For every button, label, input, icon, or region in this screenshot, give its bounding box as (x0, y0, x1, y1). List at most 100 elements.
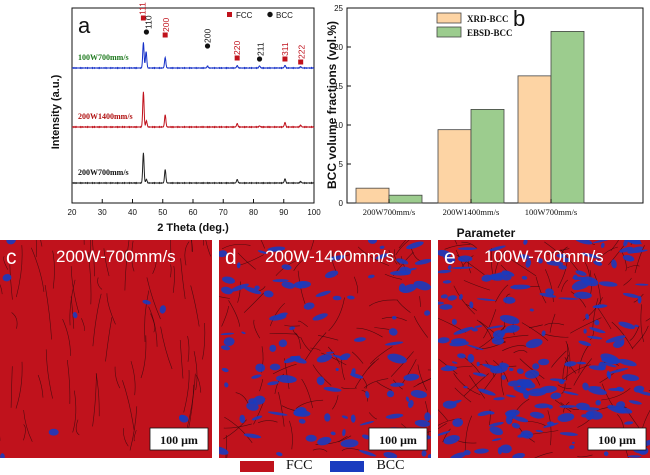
bcc-region (557, 413, 575, 422)
bcc-region (283, 355, 301, 364)
bcc-region (303, 302, 315, 310)
phase-legend: FCC BCC (240, 458, 404, 474)
grain-boundary (106, 293, 116, 325)
bcc-region (491, 438, 502, 442)
bcc-region (410, 390, 428, 399)
bcc-region (353, 337, 366, 342)
bcc-region (219, 250, 228, 258)
grain-boundary (130, 361, 136, 396)
grain-boundary (140, 335, 147, 379)
bcc-region (452, 418, 464, 427)
bcc-region (472, 372, 487, 377)
bcc-region (488, 421, 504, 427)
map-title: 200W-1400mm/s (265, 247, 394, 266)
map-title: 100W-700mm/s (484, 247, 604, 266)
bcc-region (254, 285, 260, 290)
bcc-region (508, 367, 514, 372)
bcc-region (625, 240, 641, 245)
bcc-region (179, 414, 189, 423)
bcc-region (547, 404, 553, 409)
grain-boundary (69, 279, 76, 326)
bcc-region (396, 258, 409, 265)
xrd-xtick-label: 30 (98, 208, 107, 217)
bcc-region (275, 312, 288, 318)
grain-boundary (427, 369, 431, 371)
bcc-peak-marker (204, 43, 211, 49)
scale-bar-box (368, 427, 428, 451)
grain-boundary (469, 375, 486, 399)
panel-letter-d: d (225, 246, 237, 269)
bcc-region (223, 337, 235, 347)
bcc-region (0, 453, 5, 458)
bcc-region (559, 432, 578, 436)
grain-boundary (562, 354, 570, 380)
grain-boundary (321, 352, 347, 366)
grain-boundary (203, 240, 204, 246)
bcc-region (438, 430, 451, 436)
grain-boundary (627, 265, 640, 269)
bcc-region (316, 354, 333, 363)
grain-boundary (259, 378, 263, 392)
grain-boundary (601, 388, 631, 401)
grain-boundary (623, 277, 632, 286)
grain-boundary (463, 280, 491, 291)
bcc-peak-marker (143, 29, 150, 35)
xrd-xtick-label: 100 (307, 208, 321, 217)
grain-boundary (419, 296, 421, 307)
grain-boundary (455, 365, 473, 368)
grain-boundary (332, 395, 339, 410)
bcc-region (447, 265, 452, 270)
bcc-region (559, 405, 577, 408)
panel-letter-b: b (513, 6, 525, 31)
bcc-region (459, 294, 463, 300)
bcc-region (492, 330, 505, 339)
bcc-region (476, 361, 480, 367)
grain-boundary (219, 296, 230, 299)
bcc-region (503, 296, 516, 304)
bcc-region (383, 452, 398, 458)
peak-label: 222 (297, 45, 307, 59)
bcc-region (2, 274, 12, 282)
grain-boundary (476, 319, 493, 339)
bcc-region (467, 353, 475, 363)
grain-boundary (223, 423, 252, 429)
bcc-region (224, 382, 229, 388)
xrd-xtick-label: 20 (68, 208, 77, 217)
bar-category-label: 100W700mm/s (525, 207, 577, 217)
bcc-region (367, 240, 378, 244)
grain-boundary (453, 373, 481, 396)
bcc-region (583, 328, 587, 334)
bcc-region (608, 367, 629, 374)
bcc-region (281, 264, 292, 270)
grain-boundary (3, 256, 9, 270)
grain-boundary (95, 373, 100, 417)
bcc-region (505, 416, 513, 425)
grain-boundary (243, 292, 264, 313)
bcc-region (532, 363, 540, 370)
bcc-region (593, 260, 603, 266)
grain-boundary (129, 406, 138, 451)
grain-boundary (289, 420, 293, 450)
grain-boundary (9, 264, 13, 300)
bcc-region (633, 385, 645, 393)
grain-boundary (224, 416, 253, 443)
grain-boundary (300, 337, 312, 352)
bcc-region (592, 240, 613, 244)
bcc-region (399, 266, 412, 275)
bcc-region (324, 270, 339, 279)
bcc-region (600, 242, 605, 249)
bcc-region (564, 361, 577, 367)
bcc-region (278, 339, 288, 348)
grain-boundary (124, 249, 127, 263)
grain-boundary (221, 244, 251, 250)
fcc-background (0, 240, 212, 458)
grain-boundary (23, 424, 26, 441)
bcc-region (558, 297, 579, 300)
bcc-region (451, 318, 457, 325)
grain-boundary (228, 300, 240, 327)
grain-boundary (384, 273, 402, 280)
bcc-region (413, 280, 431, 291)
bcc-region (298, 418, 306, 424)
bcc-region (440, 365, 458, 372)
bcc-region (281, 281, 295, 289)
